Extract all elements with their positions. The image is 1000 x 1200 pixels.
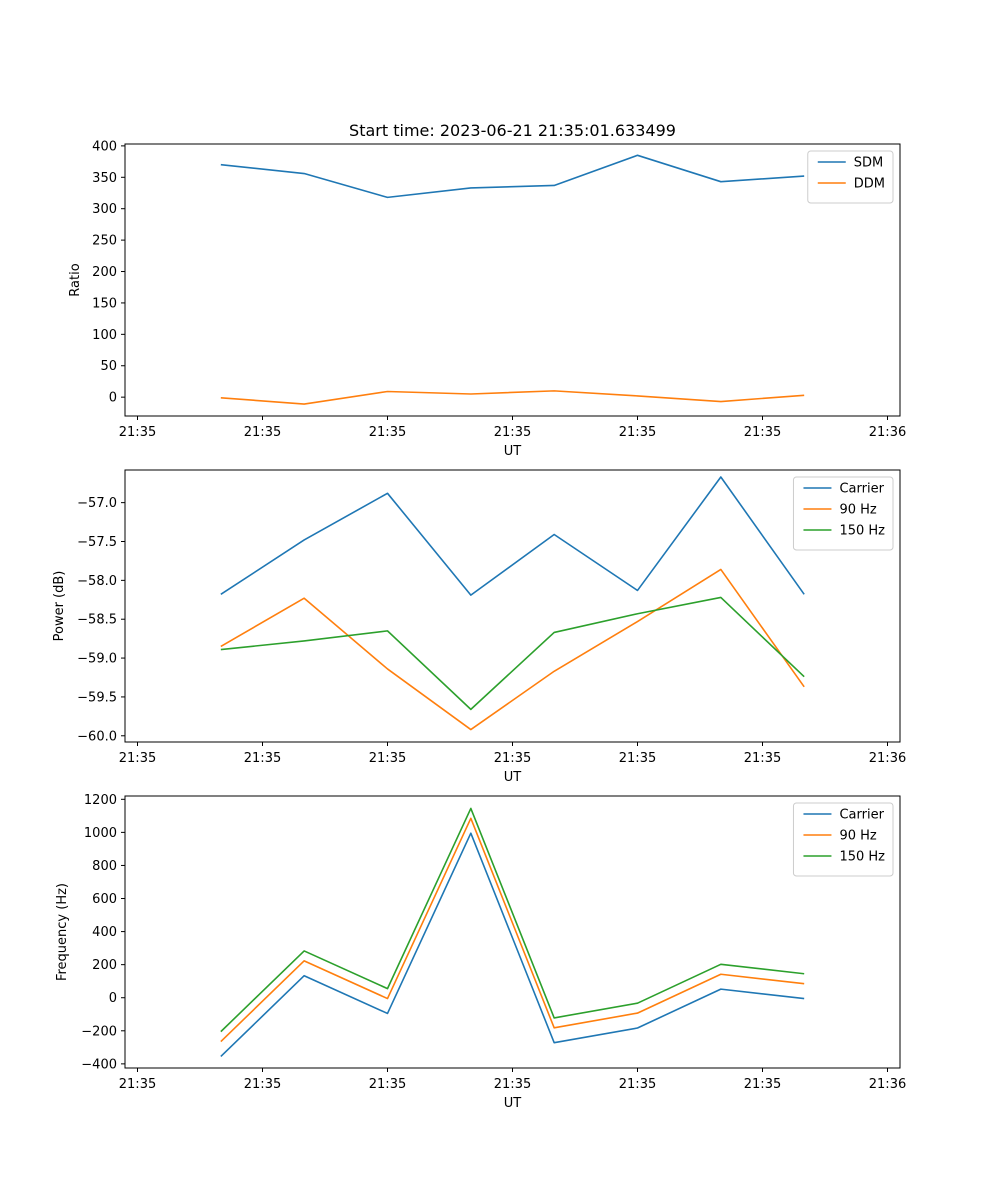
x-tick-label: 21:35 (369, 425, 406, 440)
chart-panel-1: 21:35 21:35 21:35 21:35 21:35 21:35 21:36 0 50 10… (68, 139, 906, 459)
y-tick-label: 200 (92, 265, 117, 280)
y-axis-label: Ratio (68, 263, 83, 296)
axes-frame (124, 143, 901, 417)
legend-entry: 90 Hz (839, 829, 876, 844)
chart-panel-3: 21:35 21:35 21:35 21:35 21:35 21:35 21:36 −400 −… (55, 793, 906, 1111)
y-tick-label: 350 (92, 171, 117, 186)
x-tick-label: 21:35 (619, 425, 656, 440)
legend-entry: SDM (854, 156, 883, 171)
y-tick-label: −200 (81, 1024, 117, 1039)
legend: Carrier 90 Hz 150 Hz (792, 802, 894, 877)
x-tick-label: 21:35 (369, 751, 406, 766)
axes-frame (124, 469, 901, 743)
y-tick-label: −58.5 (77, 613, 117, 628)
x-tick-label: 21:35 (119, 425, 156, 440)
y-tick-label: 600 (92, 892, 117, 907)
figure-title: Start time: 2023-06-21 21:35:01.633499 (349, 121, 676, 140)
legend-entry: 150 Hz (839, 524, 885, 539)
legend-box (792, 802, 894, 877)
x-tick-label: 21:35 (244, 425, 281, 440)
chart-panel-2: 21:35 21:35 21:35 21:35 21:35 21:35 21:36 −60.0… (52, 469, 906, 785)
series-line-sdm (220, 154, 805, 199)
legend: SDM DDM (807, 150, 894, 204)
y-tick-label: 400 (92, 925, 117, 940)
x-tick-label: 21:35 (744, 751, 781, 766)
x-tick-label: 21:36 (869, 425, 906, 440)
x-tick-label: 21:35 (119, 751, 156, 766)
x-axis-label: UT (504, 770, 522, 785)
x-tick-label: 21:35 (244, 751, 281, 766)
y-tick-label: 0 (109, 991, 117, 1006)
legend: Carrier 90 Hz 150 Hz (792, 476, 894, 551)
x-tick-label: 21:36 (869, 1077, 906, 1092)
legend-entry: 150 Hz (839, 850, 885, 865)
x-tick-label: 21:35 (619, 751, 656, 766)
y-axis-label: Frequency (Hz) (55, 883, 70, 981)
x-axis-label: UT (504, 1096, 522, 1111)
x-tick-label: 21:35 (119, 1077, 156, 1092)
y-tick-label: −57.0 (77, 496, 117, 511)
legend-box (807, 150, 894, 204)
y-tick-label: −58.0 (77, 574, 117, 589)
axes-frame (124, 795, 901, 1069)
y-tick-label: −400 (81, 1057, 117, 1072)
y-tick-label: 300 (92, 202, 117, 217)
legend-entry: Carrier (839, 482, 884, 497)
series-line-150-hz (220, 807, 805, 1033)
x-tick-label: 21:35 (244, 1077, 281, 1092)
x-tick-label: 21:35 (494, 1077, 531, 1092)
series-line-90-hz (220, 817, 805, 1043)
legend-entry: DDM (854, 177, 885, 192)
y-tick-label: −60.0 (77, 729, 117, 744)
x-tick-label: 21:35 (494, 751, 531, 766)
legend-box (792, 476, 894, 551)
y-tick-label: 200 (92, 958, 117, 973)
y-tick-label: −57.5 (77, 535, 117, 550)
x-tick-label: 21:35 (494, 425, 531, 440)
series-line-carrier (220, 832, 805, 1058)
series-line-150-hz (220, 596, 805, 711)
y-tick-label: 400 (92, 139, 117, 154)
legend-entry: 90 Hz (839, 503, 876, 518)
y-tick-label: 1200 (84, 793, 117, 808)
y-tick-label: −59.0 (77, 652, 117, 667)
y-tick-label: 1000 (84, 826, 117, 841)
x-tick-label: 21:36 (869, 751, 906, 766)
x-axis-label: UT (504, 444, 522, 459)
x-tick-label: 21:35 (369, 1077, 406, 1092)
x-tick-label: 21:35 (744, 425, 781, 440)
y-tick-label: 50 (100, 359, 117, 374)
legend-entry: Carrier (839, 808, 884, 823)
y-tick-label: 100 (92, 328, 117, 343)
panels: 21:35 21:35 21:35 21:35 21:35 21:35 21:36 0 50 10… (52, 139, 906, 1111)
series-line-ddm (220, 390, 805, 405)
y-axis-label: Power (dB) (52, 571, 67, 642)
y-tick-label: 0 (109, 391, 117, 406)
y-tick-label: 800 (92, 859, 117, 874)
series-line-carrier (220, 476, 805, 596)
x-tick-label: 21:35 (619, 1077, 656, 1092)
series-line-90-hz (220, 568, 805, 731)
y-tick-label: 250 (92, 234, 117, 249)
y-tick-label: 150 (92, 296, 117, 311)
y-tick-label: −59.5 (77, 690, 117, 705)
x-tick-label: 21:35 (744, 1077, 781, 1092)
